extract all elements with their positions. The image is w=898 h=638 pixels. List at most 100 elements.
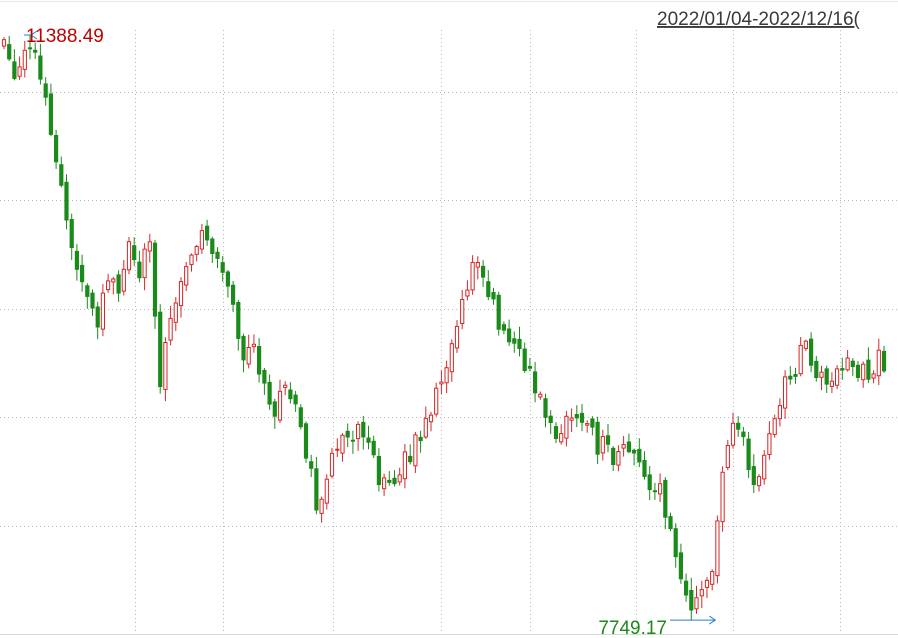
candle-body — [449, 343, 454, 373]
candle — [762, 450, 767, 485]
candle-body — [642, 460, 647, 477]
candle — [496, 291, 501, 336]
candle-body — [74, 250, 80, 270]
candle-body — [85, 285, 90, 297]
candle-body — [121, 268, 126, 292]
candle — [38, 43, 43, 85]
candle — [600, 429, 605, 461]
candle-body — [298, 407, 303, 428]
candle-body — [517, 338, 522, 349]
candle — [605, 424, 611, 453]
candle-body — [553, 426, 559, 440]
candle — [444, 360, 449, 394]
candle — [283, 381, 288, 396]
candle — [803, 339, 808, 351]
candle-body — [345, 430, 350, 438]
candle — [298, 404, 303, 430]
candle-body — [850, 360, 855, 368]
candle — [590, 416, 595, 436]
candle-body — [626, 441, 631, 453]
candle-body — [126, 241, 132, 271]
candle-body — [673, 528, 678, 558]
candle-body — [507, 328, 512, 343]
candle — [814, 355, 819, 382]
candle-body — [163, 342, 168, 390]
candle-body — [559, 433, 564, 443]
candle-body — [470, 261, 475, 291]
candle — [319, 496, 324, 523]
candle — [454, 320, 460, 353]
candle-body — [777, 405, 782, 420]
candle-body — [397, 474, 402, 483]
candle — [585, 420, 590, 433]
candle-body — [684, 580, 689, 596]
candle-body — [496, 294, 501, 330]
candle — [574, 405, 579, 428]
candle-body — [335, 448, 340, 451]
candle-body — [762, 454, 767, 480]
candle — [486, 270, 491, 301]
candle-body — [600, 436, 605, 454]
candle — [517, 326, 522, 357]
candle-body — [574, 414, 579, 419]
candle — [449, 339, 454, 382]
candle — [595, 416, 600, 464]
candle-body — [538, 393, 543, 398]
candle — [48, 83, 53, 137]
candle-body — [33, 49, 38, 53]
candle-body — [262, 369, 267, 384]
candle — [335, 438, 340, 457]
candle-body — [272, 401, 277, 417]
candle-body — [38, 55, 43, 80]
candle-body — [756, 476, 762, 487]
candle-body — [501, 324, 506, 331]
candle — [126, 237, 132, 275]
candle — [22, 41, 27, 78]
candle-body — [95, 306, 100, 328]
candle — [137, 250, 142, 283]
candle-body — [277, 390, 283, 421]
candle — [819, 365, 824, 391]
candle — [397, 467, 402, 486]
candle — [460, 290, 465, 330]
candle — [658, 473, 663, 502]
candle — [246, 334, 251, 369]
candle — [303, 421, 309, 463]
candle-body — [866, 359, 871, 380]
candle — [434, 382, 439, 417]
candle-body — [579, 412, 585, 423]
candle — [746, 432, 751, 479]
candle — [465, 280, 470, 301]
candle-body — [486, 281, 491, 298]
candle-body — [824, 368, 829, 385]
candle — [194, 244, 199, 262]
candle-body — [809, 338, 814, 366]
candle-body — [720, 471, 725, 523]
candle — [163, 337, 168, 402]
candle-body — [689, 590, 694, 611]
candle — [345, 423, 350, 448]
candle — [106, 273, 111, 293]
candle-body — [658, 483, 663, 495]
candle — [158, 304, 163, 394]
candle-body — [189, 254, 194, 266]
candle — [90, 289, 95, 316]
high-marker: 11388.49 — [24, 26, 104, 47]
candle-body — [428, 414, 434, 423]
candle-body — [788, 375, 793, 380]
candle-body — [481, 265, 486, 278]
candle-body — [751, 466, 756, 486]
candle-body — [543, 398, 548, 418]
candle — [548, 410, 553, 434]
candle — [527, 358, 532, 372]
candle — [85, 283, 90, 309]
candle — [710, 569, 715, 591]
candle-body — [548, 415, 553, 424]
date-range-label[interactable]: 2022/01/04-2022/12/16( — [657, 9, 861, 30]
candle-body — [69, 219, 74, 248]
candle-body — [803, 340, 808, 349]
candle-body — [840, 368, 845, 371]
candle — [43, 77, 48, 106]
candle-body — [725, 445, 730, 468]
